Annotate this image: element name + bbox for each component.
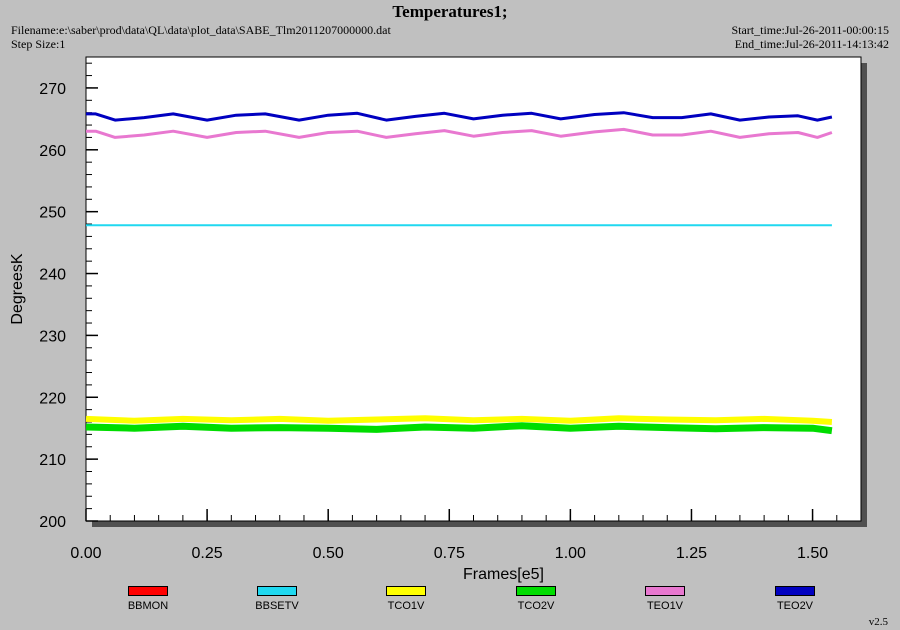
y-tick-label: 230: [39, 328, 66, 345]
legend-swatch: [128, 586, 168, 596]
x-axis-label: Frames[e5]: [463, 566, 544, 583]
legend-label: BBSETV: [255, 600, 299, 612]
legend-item-tco1v: TCO1V: [346, 586, 466, 612]
y-tick-label: 270: [39, 81, 66, 98]
legend-item-tco2v: TCO2V: [476, 586, 596, 612]
legend-swatch: [645, 586, 685, 596]
legend-item-bbmon: BBMON: [88, 586, 208, 612]
series-line-tco1v: [85, 415, 833, 425]
y-tick-label: 220: [39, 390, 66, 407]
step-size-text: Step Size:1: [11, 37, 66, 51]
legend-swatch: [257, 586, 297, 596]
legend-label: TCO2V: [517, 600, 555, 612]
legend-label: TCO1V: [387, 600, 425, 612]
x-tick-label: 0.00: [70, 545, 101, 562]
y-tick-label: 200: [39, 514, 66, 531]
series-line-teo1v: [86, 127, 833, 139]
y-tick-label: 250: [39, 205, 66, 222]
start-time-text: Start_time:Jul-26-2011-00:00:15: [731, 23, 889, 37]
legend-swatch: [775, 586, 815, 596]
legend-item-bbsetv: BBSETV: [217, 586, 337, 612]
chart-title: Temperatures1;: [392, 2, 508, 21]
legend-item-teo1v: TEO1V: [605, 586, 725, 612]
legend-swatch: [386, 586, 426, 596]
series-line-teo2v: [86, 111, 833, 122]
legend-swatch: [516, 586, 556, 596]
legend-label: TEO1V: [646, 600, 684, 612]
version-label: v2.5: [868, 616, 888, 628]
x-tick-label: 1.00: [555, 545, 586, 562]
series-line-tco2v: [85, 422, 833, 435]
filename-text: Filename:e:\saber\prod\data\QL\data\plot…: [11, 23, 391, 37]
end-time-text: End_time:Jul-26-2011-14:13:42: [734, 37, 889, 51]
legend-item-teo2v: TEO2V: [735, 586, 855, 612]
y-tick-label: 210: [39, 452, 66, 469]
x-tick-label: 0.25: [192, 545, 223, 562]
x-tick-label: 1.50: [797, 545, 828, 562]
plot-area: [85, 56, 862, 522]
legend-label: TEO2V: [776, 600, 814, 612]
legend-label: BBMON: [127, 600, 169, 612]
x-tick-label: 1.25: [676, 545, 707, 562]
y-tick-label: 260: [39, 143, 66, 160]
y-axis-label: DegreesK: [9, 253, 26, 324]
x-tick-label: 0.75: [434, 545, 465, 562]
x-tick-label: 0.50: [313, 545, 344, 562]
y-tick-label: 240: [39, 267, 66, 284]
